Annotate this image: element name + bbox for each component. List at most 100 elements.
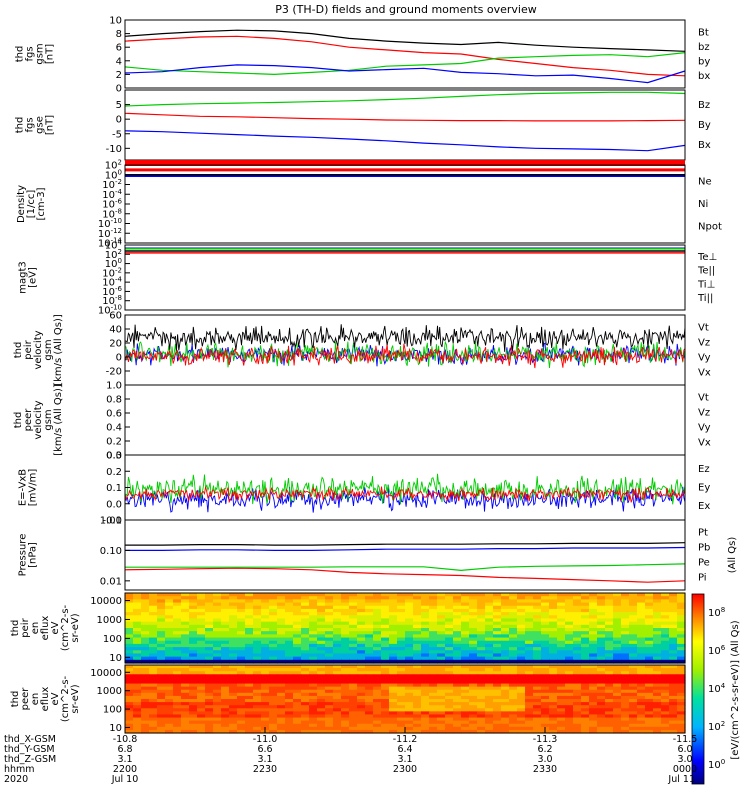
spectrogram-cell bbox=[485, 608, 494, 613]
spectrogram-cell bbox=[557, 665, 566, 669]
spectrogram-cell bbox=[677, 643, 686, 648]
spectrogram-cell bbox=[221, 705, 230, 709]
spectrogram-cell bbox=[501, 608, 510, 613]
spectrogram-cell bbox=[341, 647, 350, 651]
spectrogram-cell bbox=[165, 683, 174, 688]
spectrogram-cell bbox=[533, 605, 542, 610]
y-axis-label: eV bbox=[50, 621, 61, 634]
spectrogram-cell bbox=[157, 608, 166, 613]
spectrogram-cell bbox=[429, 708, 438, 712]
x-tick-x: -11.0 bbox=[253, 734, 278, 745]
spectrogram-cell bbox=[133, 683, 142, 688]
spectrogram-cell bbox=[237, 605, 246, 610]
spectrogram-cell bbox=[469, 602, 478, 607]
spectrogram-cell bbox=[341, 615, 350, 620]
spectrogram-cell bbox=[157, 656, 166, 661]
spectrogram-cell bbox=[341, 699, 350, 703]
spectrogram-cell bbox=[141, 605, 150, 610]
spectrogram-cell bbox=[653, 689, 662, 694]
spectrogram-cell bbox=[437, 723, 446, 728]
spectrogram-cell bbox=[317, 615, 326, 620]
spectrogram-cell bbox=[485, 624, 494, 629]
spectrogram-cell bbox=[141, 695, 150, 700]
spectrogram-cell bbox=[573, 608, 582, 613]
spectrogram-cell bbox=[173, 618, 182, 623]
spectrogram-cell bbox=[253, 634, 262, 639]
spectrogram-cell bbox=[341, 659, 350, 664]
spectrogram-cell bbox=[429, 618, 438, 623]
spectrogram-cell bbox=[437, 717, 446, 722]
spectrogram-cell bbox=[285, 668, 294, 672]
spectrogram-cell bbox=[477, 640, 486, 645]
spectrogram-cell bbox=[341, 593, 350, 597]
spectrogram-cell bbox=[189, 692, 198, 697]
spectrogram-cell bbox=[205, 683, 214, 688]
spectrogram-cell bbox=[533, 631, 542, 635]
spectrogram-cell bbox=[541, 689, 550, 694]
spectrogram-cell bbox=[653, 637, 662, 642]
spectrogram-cell bbox=[285, 683, 294, 688]
spectrogram-cell bbox=[245, 653, 254, 658]
spectrogram-cell bbox=[509, 702, 518, 706]
spectrogram-cell bbox=[157, 686, 166, 691]
spectrogram-cell bbox=[365, 699, 374, 703]
spectrogram-cell bbox=[357, 637, 366, 642]
spectrogram-cell bbox=[645, 647, 654, 651]
spectrogram-cell bbox=[301, 692, 310, 697]
spectrogram-cell bbox=[621, 702, 630, 706]
spectrogram-cell bbox=[589, 726, 598, 731]
spectrogram-cell bbox=[389, 650, 398, 655]
spectrogram-cell bbox=[661, 653, 670, 658]
spectrogram-cell bbox=[669, 634, 678, 639]
spectrogram-cell bbox=[229, 726, 238, 731]
spectrogram-cell bbox=[669, 599, 678, 604]
spectrogram-cell bbox=[669, 668, 678, 672]
spectrogram-cell bbox=[229, 699, 238, 703]
y-tick-label: 0.1 bbox=[106, 483, 122, 494]
spectrogram-cell bbox=[189, 650, 198, 655]
spectrogram-cell bbox=[365, 628, 374, 632]
spectrogram-cell bbox=[173, 677, 182, 682]
spectrogram-cell bbox=[277, 656, 286, 661]
spectrogram-cell bbox=[485, 599, 494, 604]
spectrogram-cell bbox=[301, 689, 310, 694]
spectrogram-cell bbox=[469, 695, 478, 700]
spectrogram-cell bbox=[277, 668, 286, 672]
spectrogram-cell bbox=[493, 668, 502, 672]
spectrogram-cell bbox=[589, 612, 598, 616]
spectrogram-cell bbox=[133, 726, 142, 731]
spectrogram-cell bbox=[541, 686, 550, 691]
spectrogram-cell bbox=[461, 692, 470, 697]
spectrogram-cell bbox=[309, 618, 318, 623]
spectrogram-cell bbox=[245, 602, 254, 607]
spectrogram-cell bbox=[245, 631, 254, 635]
spectrogram-cell bbox=[525, 699, 534, 703]
spectrogram-cell bbox=[189, 653, 198, 658]
spectrogram-cell bbox=[421, 708, 430, 712]
spectrogram-cell bbox=[549, 643, 558, 648]
spectrogram-cell bbox=[349, 686, 358, 691]
spectrogram-cell bbox=[621, 596, 630, 600]
spectrogram-cell bbox=[509, 653, 518, 658]
spectrogram-cell bbox=[309, 711, 318, 716]
spectrogram-cell bbox=[165, 624, 174, 629]
spectrogram-cell bbox=[269, 628, 278, 632]
spectrogram-cell bbox=[629, 605, 638, 610]
spectrogram-cell bbox=[661, 637, 670, 642]
spectrogram-cell bbox=[221, 640, 230, 645]
spectrogram-cell bbox=[645, 615, 654, 620]
spectrogram-cell bbox=[221, 628, 230, 632]
spectrogram-cell bbox=[213, 683, 222, 688]
spectrogram-cell bbox=[325, 599, 334, 604]
spectrogram-cell bbox=[405, 608, 414, 613]
spectrogram-cell bbox=[669, 692, 678, 697]
spectrogram-cell bbox=[517, 624, 526, 629]
spectrogram-cell bbox=[293, 726, 302, 731]
spectrogram-cell bbox=[229, 612, 238, 616]
spectrogram-cell bbox=[653, 628, 662, 632]
spectrogram-cell bbox=[445, 650, 454, 655]
spectrogram-peer_spec bbox=[125, 665, 686, 734]
spectrogram-cell bbox=[149, 634, 158, 639]
spectrogram-cell bbox=[165, 695, 174, 700]
y-tick-label: 100 bbox=[103, 634, 122, 645]
